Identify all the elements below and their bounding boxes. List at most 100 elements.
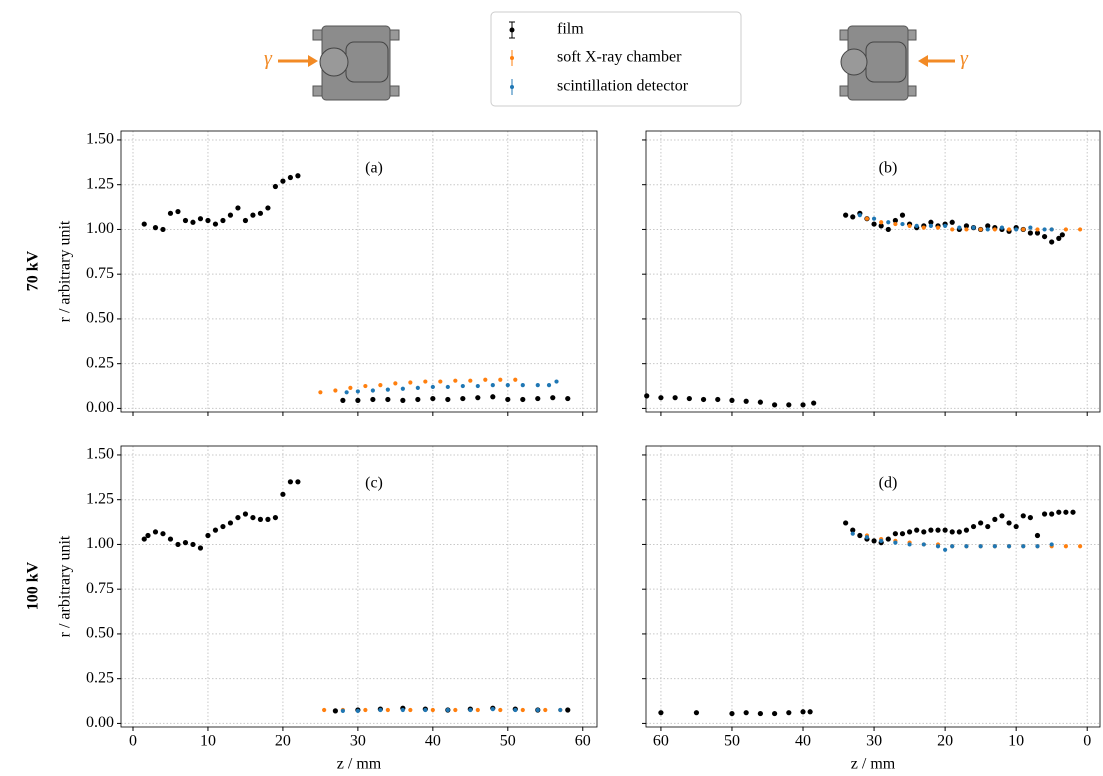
data-point (220, 523, 226, 530)
data-point (408, 380, 413, 385)
data-point (175, 541, 181, 548)
data-point (950, 227, 955, 232)
data-point (160, 531, 166, 537)
data-point (197, 216, 204, 222)
data-point (141, 536, 147, 542)
data-point (771, 402, 778, 408)
plot-frame (120, 445, 598, 728)
data-point (280, 491, 286, 497)
data-point (978, 520, 984, 526)
data-point (956, 529, 962, 535)
data-point (1006, 544, 1012, 549)
data-point (400, 707, 405, 713)
data-point (475, 395, 481, 401)
y-tick-label: 0.50 (86, 310, 114, 327)
data-point (935, 544, 941, 549)
data-point (490, 383, 495, 388)
data-point (943, 547, 948, 552)
data-point (513, 377, 518, 382)
data-point (871, 216, 877, 221)
x-tick-label: 10 (1008, 733, 1024, 750)
x-tick-label: 0 (1083, 733, 1091, 750)
data-point (535, 395, 541, 402)
data-point (272, 514, 279, 521)
data-point (475, 707, 480, 713)
legend-label: soft X-ray chamber (557, 49, 682, 66)
data-point (272, 183, 279, 190)
data-point (546, 383, 552, 388)
data-point (971, 225, 976, 230)
data-point (242, 217, 249, 224)
data-point (250, 514, 256, 521)
data-point (906, 529, 913, 535)
data-point (907, 223, 912, 228)
data-point (498, 707, 503, 713)
data-point (408, 707, 413, 713)
data-point (370, 388, 375, 393)
panel-title: (d) (879, 475, 898, 492)
data-point (1028, 225, 1033, 230)
row-label: 100 kV (25, 561, 42, 610)
data-point (385, 707, 390, 713)
data-point (970, 523, 977, 530)
data-point (999, 513, 1005, 519)
data-point (318, 390, 323, 395)
data-point (800, 709, 806, 715)
data-point (1078, 227, 1083, 232)
x-axis-label: z / mm (851, 756, 896, 773)
data-point (152, 529, 159, 535)
data-point (348, 385, 353, 390)
data-point (743, 398, 749, 404)
data-point (1035, 544, 1040, 549)
data-point (498, 377, 503, 382)
x-tick-label: 10 (200, 733, 216, 750)
y-tick-label: 0.75 (86, 580, 114, 597)
data-point (227, 212, 234, 218)
data-point (445, 396, 451, 403)
data-point (212, 527, 219, 533)
data-point (1070, 509, 1076, 515)
data-point (1042, 227, 1047, 232)
data-point (963, 223, 970, 229)
data-point (287, 479, 294, 485)
data-point (205, 532, 211, 539)
data-point (921, 542, 926, 547)
data-point (182, 540, 189, 546)
y-tick-label: 0.25 (86, 669, 114, 686)
data-point (850, 527, 856, 533)
data-point (914, 223, 919, 228)
data-point (850, 531, 855, 536)
x-tick-label: 50 (724, 733, 740, 750)
data-point (879, 220, 884, 225)
data-point (1059, 232, 1065, 238)
data-point (423, 707, 428, 713)
data-point (964, 544, 969, 549)
data-point (332, 708, 338, 714)
plot-frame (645, 445, 1101, 728)
data-point (438, 379, 443, 384)
data-point (490, 707, 495, 712)
x-tick-label: 0 (129, 733, 137, 750)
data-point (914, 527, 920, 533)
data-point (658, 395, 664, 401)
gamma-label: γ (960, 48, 969, 70)
y-tick-label: 1.00 (86, 220, 114, 237)
data-point (978, 227, 983, 232)
data-point (197, 545, 204, 551)
data-point (340, 708, 345, 713)
data-point (175, 208, 181, 215)
data-point (892, 531, 898, 537)
data-point (355, 708, 360, 713)
data-point (892, 217, 898, 224)
data-point (693, 710, 700, 716)
data-point (550, 395, 556, 401)
data-point (992, 227, 997, 232)
data-point (885, 226, 891, 233)
legend-label: scintillation detector (557, 78, 689, 95)
x-tick-label: 20 (937, 733, 953, 750)
data-point (871, 221, 877, 227)
data-point (378, 707, 383, 713)
data-point (1063, 509, 1069, 515)
data-point (1049, 511, 1055, 517)
